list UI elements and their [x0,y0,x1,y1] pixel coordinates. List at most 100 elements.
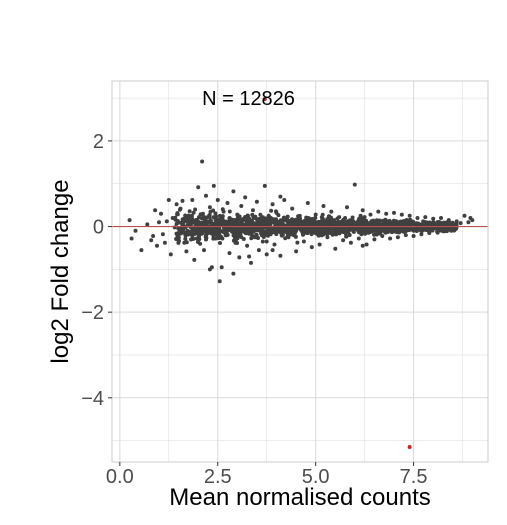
data-point [313,226,318,231]
data-point [204,193,208,198]
data-point [213,236,218,241]
data-point [191,210,196,215]
data-point [209,225,214,230]
data-point [196,227,200,232]
data-point [219,234,223,239]
data-point [286,234,291,238]
data-point [278,194,283,199]
y-axis-title: log2 Fold change [47,179,74,363]
data-point [387,218,392,223]
data-point [349,227,354,232]
x-tick-label: 5.0 [302,466,330,488]
data-point [402,222,407,227]
data-point [209,221,214,226]
data-point [153,208,158,213]
highlighted-point [262,96,267,101]
data-point [162,240,167,245]
data-point [250,212,255,217]
y-tick-label: −4 [81,388,104,410]
data-point [241,237,246,241]
panel-border [111,80,489,463]
data-point [301,239,306,244]
data-point [224,220,229,225]
data-point [290,230,295,235]
data-point [186,213,191,218]
data-point [392,210,396,215]
data-point [260,239,265,244]
x-tick-label: 7.5 [400,466,428,488]
data-point [344,234,349,239]
data-point [361,227,366,231]
data-point [182,216,187,221]
data-point [183,230,188,235]
data-point [429,228,434,232]
data-point [309,232,314,237]
data-point [159,211,163,216]
data-point [347,233,352,237]
data-point [300,230,305,235]
data-point [410,222,415,227]
data-point [180,230,185,235]
data-point [129,236,134,241]
data-point [166,198,171,202]
data-point [384,211,389,216]
data-point [374,232,379,237]
data-point [326,214,331,219]
data-point [184,240,189,245]
data-point [241,228,246,233]
data-point [168,252,173,257]
data-point [424,220,429,225]
data-point [176,230,181,235]
data-point [176,238,181,243]
y-tick-label: 2 [93,131,104,153]
data-point [313,215,318,220]
data-point [360,208,365,213]
data-point [238,232,243,237]
data-point [127,218,132,223]
data-point [193,207,198,212]
data-point [229,220,234,225]
data-point [418,222,423,227]
data-point [278,229,283,234]
data-point [316,233,321,238]
data-point [293,226,298,231]
data-point [352,182,357,187]
data-point [395,226,400,231]
data-point [227,251,232,256]
data-point [145,222,150,227]
data-point [225,201,230,205]
data-point [284,217,289,222]
data-point [264,239,269,244]
data-point [313,212,318,217]
data-point [302,221,307,226]
data-point [435,229,440,234]
data-point [446,218,451,223]
data-point [234,228,239,233]
data-point [376,209,381,214]
y-axis-ticks: −4 −2 0 2 [81,131,112,410]
data-point [220,216,225,221]
data-point [227,209,232,214]
data-point [349,221,354,226]
data-point [305,201,310,205]
data-point [328,231,332,235]
data-point [178,206,183,211]
data-point [376,226,381,231]
data-point [306,216,311,221]
data-point [221,209,226,214]
data-point [194,218,199,223]
data-point [194,236,199,241]
data-point [176,226,181,231]
data-point [206,219,211,224]
data-point [233,240,238,245]
data-point [284,227,289,232]
data-point [200,229,204,234]
data-point [262,183,267,188]
data-point [204,226,209,231]
data-point [348,240,353,245]
data-point [350,215,355,220]
data-point [332,227,337,232]
data-point [181,221,186,225]
data-point [321,204,326,208]
data-point [243,231,248,236]
